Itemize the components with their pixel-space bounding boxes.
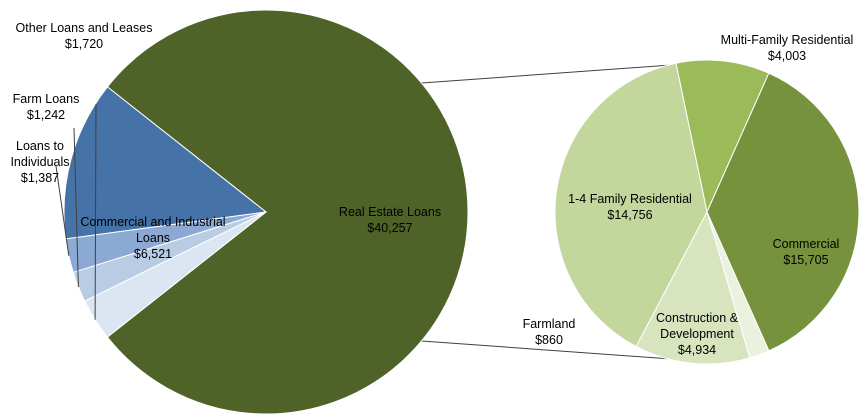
data-label-1-4-family-residential: 1-4 Family Residential $14,756 — [568, 192, 692, 222]
slice-construction-and-development — [635, 210, 751, 365]
leader-line-other-loans-and-leases — [94, 103, 97, 320]
slice-real-estate-loans — [106, 9, 469, 415]
data-label-other-loans-and-leases: Other Loans and Leases $1,720 — [16, 21, 153, 51]
data-label-commercial-and-industrial-loans: Commercial and Industrial Loans $6,521 — [80, 215, 225, 261]
data-label-loans-to-individuals: Loans to Individuals $1,387 — [10, 139, 69, 185]
secondary-pie — [554, 59, 860, 365]
data-label-farm-loans: Farm Loans $1,242 — [13, 92, 80, 122]
slice-1-4-family-residential — [706, 72, 860, 352]
connector-lines — [421, 61, 714, 363]
data-label-multi-family-residential: Multi-Family Residential $4,003 — [721, 33, 854, 63]
data-label-construction-and-development: Construction & Development $4,934 — [656, 311, 739, 357]
connector-line-bottom — [421, 340, 714, 363]
leader-line-farm-loans — [73, 127, 79, 288]
data-label-commercial: Commercial $15,705 — [773, 237, 840, 267]
data-label-real-estate-loans: Real Estate Loans $40,257 — [339, 205, 441, 235]
connector-line-top — [421, 61, 714, 84]
leader-line-loans-to-individuals — [55, 165, 70, 256]
leader-lines — [55, 103, 97, 320]
data-label-farmland: Farmland $860 — [523, 317, 576, 347]
slice-commercial — [554, 62, 708, 348]
data-labels: Real Estate Loans $40,257 Commercial and I… — [10, 21, 853, 357]
